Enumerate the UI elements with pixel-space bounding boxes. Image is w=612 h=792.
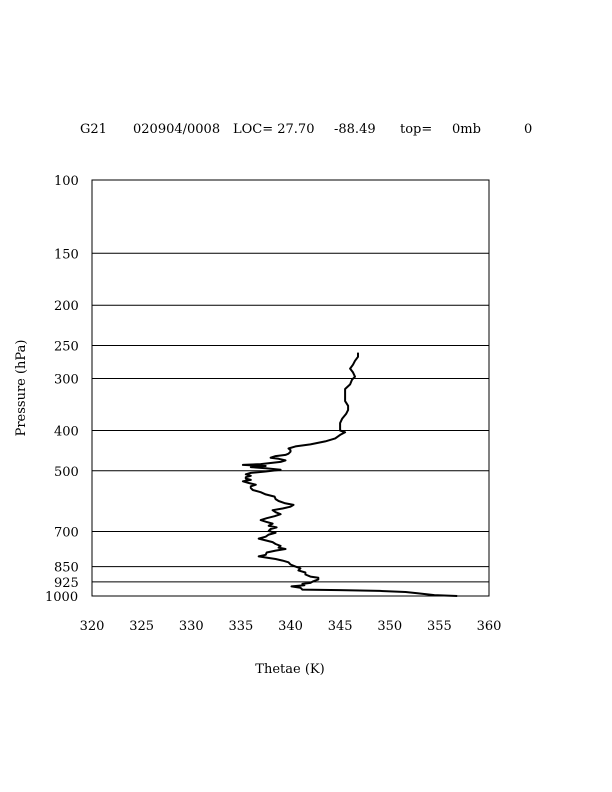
y-tick-label-400: 400	[54, 424, 79, 439]
x-tick-label-325: 325	[129, 619, 154, 634]
x-tick-label-360: 360	[477, 619, 502, 634]
x-axis-label: Thetae (K)	[255, 662, 324, 677]
x-tick-label-340: 340	[278, 619, 303, 634]
y-tick-label-200: 200	[54, 299, 79, 314]
thetae-profile-line	[241, 352, 458, 597]
plot-frame	[91, 179, 490, 597]
y-axis-label: Pressure (hPa)	[14, 340, 29, 437]
y-tick-label-500: 500	[54, 465, 79, 480]
location-label: LOC= 27.70	[233, 122, 314, 137]
y-tick-label-300: 300	[54, 372, 79, 387]
y-tick-label-925: 925	[54, 576, 79, 591]
grid-lines	[92, 252, 489, 597]
x-tick-label-355: 355	[427, 619, 452, 634]
y-tick-label-850: 850	[54, 561, 79, 576]
x-tick-labels: 320 325 330 335 340 345 350 355 360	[80, 619, 502, 634]
x-tick-label-330: 330	[179, 619, 204, 634]
x-tick-label-320: 320	[80, 619, 105, 634]
y-tick-label-150: 150	[54, 247, 79, 262]
x-tick-label-335: 335	[228, 619, 253, 634]
y-tick-label-250: 250	[54, 340, 79, 355]
station-id: G21	[80, 122, 107, 137]
x-tick-label-350: 350	[377, 619, 402, 634]
y-tick-label-700: 700	[54, 526, 79, 541]
y-tick-label-1000: 1000	[45, 590, 78, 605]
datetime-label: 020904/0008	[133, 122, 220, 137]
longitude-label: -88.49	[334, 122, 376, 137]
count-value: 0	[524, 122, 532, 137]
x-tick-label-345: 345	[328, 619, 353, 634]
top-value: 0mb	[452, 122, 481, 137]
y-tick-label-100: 100	[54, 174, 79, 189]
top-label: top=	[400, 122, 432, 137]
